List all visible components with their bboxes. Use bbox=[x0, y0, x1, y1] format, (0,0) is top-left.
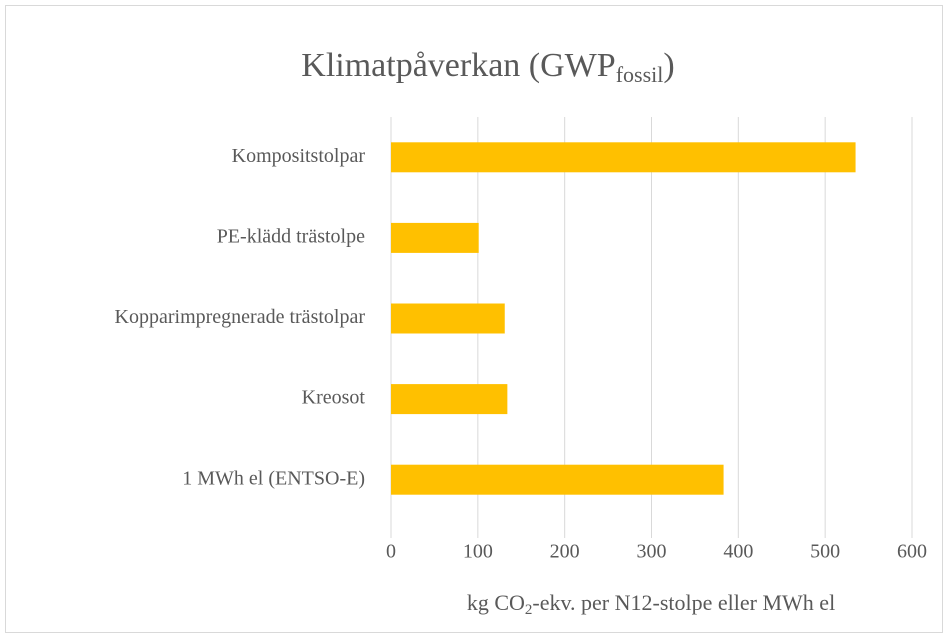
x-tick-label: 200 bbox=[550, 541, 580, 563]
y-tick-label: Kompositstolpar bbox=[232, 145, 366, 167]
y-tick-label: PE-klädd trästolpe bbox=[217, 225, 365, 247]
x-axis-label: kg CO2-ekv. per N12-stolpe eller MWh el bbox=[467, 590, 835, 618]
x-tick-label: 500 bbox=[810, 541, 840, 563]
x-label-text: kg CO bbox=[467, 590, 525, 615]
chart-title: Klimatpåverkan (GWPfossil) bbox=[301, 47, 674, 87]
title-text: Klimatpåverkan (GWP bbox=[301, 47, 615, 84]
title-subscript: fossil bbox=[616, 62, 664, 87]
title-text: ) bbox=[663, 47, 674, 84]
bar bbox=[391, 142, 856, 173]
bar bbox=[391, 464, 724, 495]
x-tick-label: 400 bbox=[723, 541, 753, 563]
x-label-text: -ekv. per N12-stolpe eller MWh el bbox=[532, 590, 835, 615]
x-tick-label: 600 bbox=[897, 541, 927, 563]
y-tick-label: Kreosot bbox=[302, 387, 366, 409]
bar bbox=[391, 303, 505, 334]
bar bbox=[391, 384, 508, 415]
x-label-subscript: 2 bbox=[525, 602, 533, 618]
x-tick-label: 300 bbox=[637, 541, 667, 563]
y-tick-label: 1 MWh el (ENTSO-E) bbox=[182, 467, 365, 489]
bar bbox=[391, 222, 479, 253]
x-tick-label: 0 bbox=[386, 541, 396, 563]
y-tick-label: Kopparimpregnerade trästolpar bbox=[115, 306, 366, 328]
x-tick-label: 100 bbox=[463, 541, 493, 563]
